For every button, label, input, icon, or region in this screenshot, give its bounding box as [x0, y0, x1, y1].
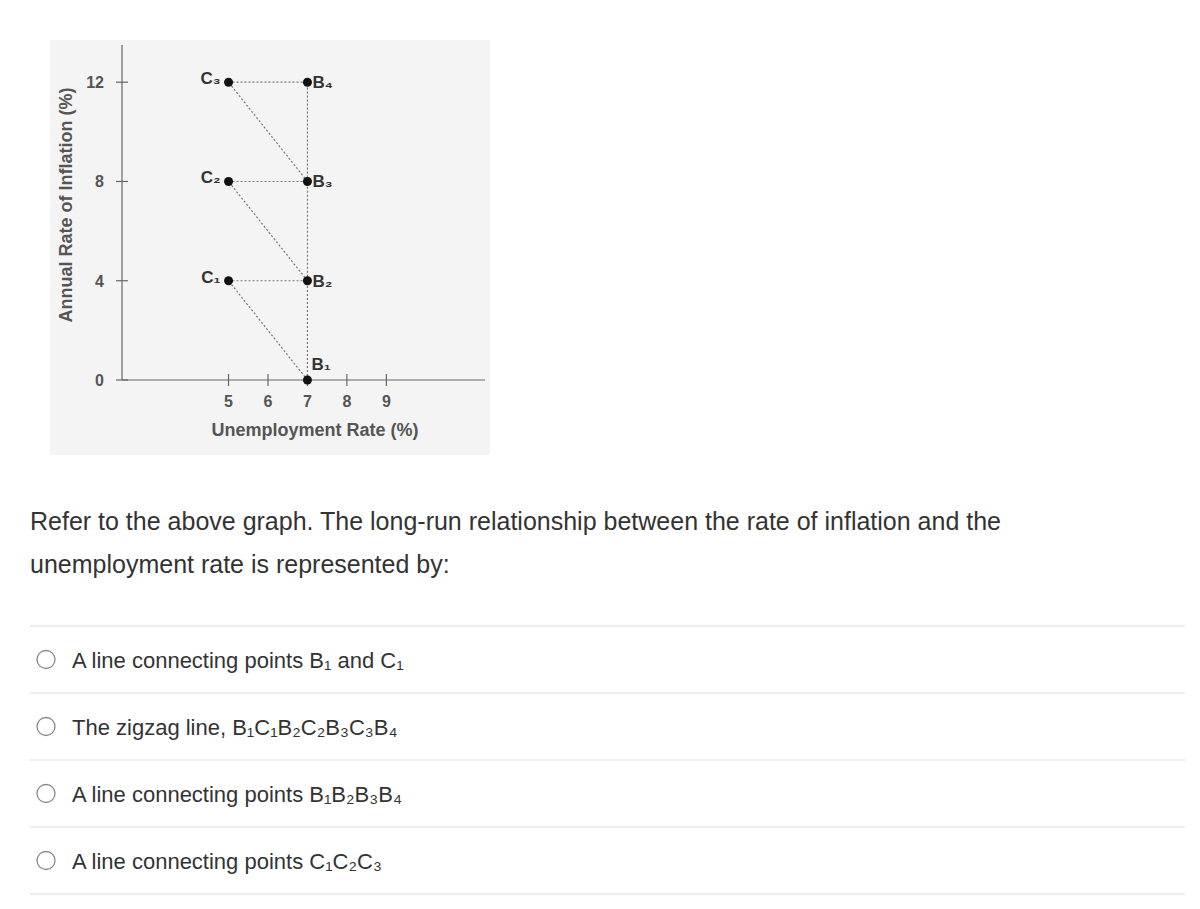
radio-button[interactable] — [37, 718, 55, 736]
point-label: B₂ — [312, 272, 332, 291]
point — [224, 78, 233, 87]
y-tick — [116, 379, 128, 380]
x-axis-title: Unemployment Rate (%) — [211, 420, 418, 440]
y-tick — [116, 82, 128, 83]
horizontal-line — [229, 280, 308, 281]
point — [303, 78, 312, 87]
page: 5 6 7 8 9 0 4 8 12 Unemployment Rate (%) Annual Ra… — [0, 0, 1200, 909]
y-tick-label: 4 — [95, 273, 104, 290]
point — [303, 276, 312, 285]
horizontal-line — [229, 82, 308, 83]
point-label: B₃ — [312, 172, 332, 191]
y-tick-label: 8 — [95, 173, 104, 190]
short-run-line — [229, 181, 308, 280]
y-axis-title: Annual Rate of Inflation (%) — [56, 88, 76, 323]
point-label: C₃ — [200, 69, 220, 88]
x-tick — [267, 374, 268, 386]
option-text[interactable]: A line connecting points B₁ and C₁ — [72, 648, 404, 673]
separator — [30, 692, 1185, 693]
plot-marks — [224, 78, 312, 385]
x-tick-label: 7 — [303, 393, 312, 410]
separator — [30, 893, 1185, 894]
chart-background — [50, 40, 490, 455]
long-run-line — [307, 181, 308, 280]
option-text[interactable]: A line connecting points C₁C₂C₃ — [72, 849, 382, 874]
long-run-line — [307, 82, 308, 181]
question-text: unemployment rate is represented by: — [30, 550, 450, 578]
separator — [30, 625, 1185, 626]
radio-button[interactable] — [37, 651, 55, 669]
point-label: B₁ — [311, 355, 330, 374]
y-axis — [121, 45, 122, 380]
long-run-line — [307, 281, 308, 380]
y-tick — [116, 181, 128, 182]
point-label: C₁ — [201, 268, 220, 287]
x-tick-label: 9 — [382, 393, 391, 410]
short-run-line — [229, 281, 308, 380]
x-tick — [346, 374, 347, 386]
point-label: B₄ — [312, 73, 332, 92]
radio-button[interactable] — [37, 852, 55, 870]
option-text[interactable]: The zigzag line, B₁C₁B₂C₂B₃C₃B₄ — [72, 715, 397, 740]
x-tick-label: 5 — [224, 393, 233, 410]
separator — [30, 759, 1185, 760]
short-run-line — [229, 82, 308, 181]
point-label: C₂ — [201, 168, 221, 187]
point — [224, 177, 233, 186]
horizontal-line — [229, 181, 308, 182]
point — [224, 276, 233, 285]
radio-button[interactable] — [37, 785, 55, 803]
point — [303, 177, 312, 186]
question-text: Refer to the above graph. The long-run r… — [30, 507, 1001, 535]
option-text[interactable]: A line connecting points B₁B₂B₃B₄ — [72, 782, 402, 807]
x-tick-label: 8 — [342, 393, 351, 410]
y-tick — [116, 280, 128, 281]
point — [303, 376, 312, 385]
x-tick — [386, 374, 387, 386]
y-tick-label: 0 — [95, 372, 104, 389]
x-tick — [228, 374, 229, 386]
x-tick-label: 6 — [264, 393, 273, 410]
separator — [30, 826, 1185, 827]
y-tick-label: 12 — [86, 74, 104, 91]
